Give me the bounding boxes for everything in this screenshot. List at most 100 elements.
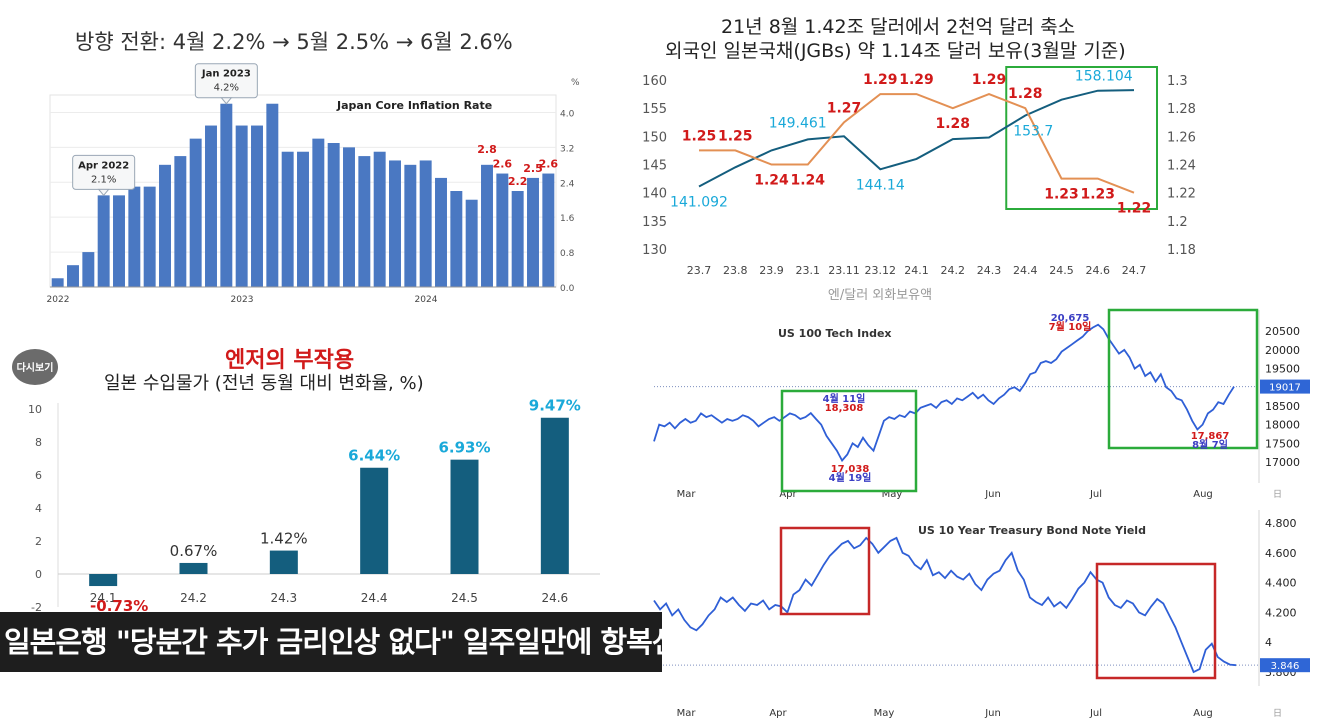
inflation-bar [174,156,187,287]
inflation-y-tick: 0.0 [560,284,575,294]
jgb-yen-label: 153.7 [1013,123,1053,139]
bond-x-tick: May [874,708,895,719]
jgb-x-tick: 24.5 [1049,264,1074,277]
import-x-tick: 24.3 [270,591,297,605]
bond-last-value-badge [1260,658,1310,673]
jgb-reserve-label: 1.24 [790,173,825,189]
inflation-bar [297,151,309,287]
inflation-callout-pointer [220,97,233,105]
import-x-tick: 24.5 [451,591,478,605]
inflation-bar [343,147,355,287]
nasdaq-x-tick: Apr [779,489,797,500]
inflation-bar [511,191,524,287]
inflation-bar [435,177,447,287]
jgb-left-tick: 135 [642,215,667,230]
bond-last-value: 3.846 [1271,661,1300,672]
jgb-left-tick: 130 [642,243,667,258]
import-value-label: 0.67% [170,542,218,560]
jgb-yen-label: 149.461 [769,115,827,131]
inflation-y-tick: 4.0 [560,109,575,119]
jgb-left-tick: 145 [642,159,667,174]
jgb-title-line-1: 21년 8월 1.42조 달러에서 2천억 달러 축소 [721,16,1076,38]
import-panel: 엔저의 부작용 일본 수입물가 (전년 동월 대비 변화율, %) -2 0 2 4 6… [0,305,610,615]
jgb-title-line-2: 외국인 일본국채(JGBs) 약 1.14조 달러 보유(3월말 기준) [665,40,1126,62]
import-bar [269,550,298,574]
nasdaq-annotation-line: 4월 19일 [829,471,872,484]
inflation-callout-value: 4.2% [214,83,239,94]
jgb-x-tick: 24.2 [941,264,966,277]
bond-corner-label: 日 [1273,708,1282,719]
jgb-left-tick: 140 [642,187,667,202]
inflation-bar [189,138,202,287]
nasdaq-y-tick: 17500 [1265,437,1300,450]
inflation-bar [128,186,141,287]
import-y-tick: 10 [28,403,42,416]
inflation-bar [266,103,279,288]
bond-x-tick: Jul [1089,708,1102,719]
bond-y-tick: 4.800 [1265,517,1297,530]
jgb-legend-text: 엔/달러 외화보유액 [828,288,932,303]
jgb-right-tick: 1.2 [1167,215,1188,230]
nasdaq-last-value: 19017 [1269,383,1301,394]
inflation-header: 방향 전환: 4월 2.2% → 5월 2.5% → 6월 2.6% [75,30,513,54]
nasdaq-x-tick: Aug [1193,489,1213,500]
jgb-x-tick: 24.1 [904,264,929,277]
inflation-value-label: 2.2 [508,175,528,188]
bond-y-tick: 4.600 [1265,547,1297,560]
jgb-right-tick: 1.24 [1167,159,1196,174]
inflation-bar [67,265,79,287]
nasdaq-x-tick: May [882,489,903,500]
import-y-tick: 8 [35,436,42,449]
jgb-reserve-label: 1.28 [1008,86,1043,102]
inflation-chart-title: Japan Core Inflation Rate [336,99,492,112]
jgb-reserve-label: 1.23 [1044,187,1079,203]
nasdaq-y-tick: 20000 [1265,344,1300,357]
jgb-chart: 130 135 140 145 150 155 160 1.18 1.2 1.22 1.24 1.26… [642,66,1196,303]
headline-banner: 일본은행 "당분간 추가 금리인상 없다" 일주일만에 항복선언 [0,612,662,672]
inflation-bar [373,151,386,287]
jgb-x-tick: 23.12 [865,264,897,277]
inflation-value-label: 2.6 [539,158,559,171]
jgb-x-tick: 24.4 [1013,264,1038,277]
inflation-bar [220,103,233,288]
jgb-reserve-line [699,93,1135,194]
jgb-reserve-label: 1.29 [972,72,1007,88]
jgb-right-tick: 1.18 [1167,243,1196,258]
jgb-reserve-label: 1.27 [827,100,862,116]
jgb-x-tick: 24.3 [977,264,1002,277]
nasdaq-x-tick: Jun [984,489,1001,500]
nasdaq-y-tick: 19500 [1265,363,1300,376]
jgb-reserve-label: 1.23 [1080,187,1115,203]
nasdaq-annotation-line: 17,867 [1191,431,1230,442]
bond-y-tick: 4 [1265,636,1272,649]
import-x-tick: 24.2 [180,591,207,605]
inflation-bar [97,195,110,287]
bond-y-tick: 4.200 [1265,606,1297,619]
nasdaq-series-line [653,323,1235,463]
inflation-bar [281,151,294,287]
jgb-right-tick: 1.3 [1167,74,1188,89]
nasdaq-annotation-line: 20,675 [1051,313,1090,324]
import-header: 일본 수입물가 (전년 동월 대비 변화율, %) [104,373,424,394]
jgb-reserve-label: 1.24 [754,173,789,189]
bond-x-tick: Apr [769,708,787,719]
jgb-right-tick: 1.26 [1167,130,1196,145]
inflation-value-label: 2.8 [477,143,497,156]
inflation-x-tick: 2022 [47,295,70,305]
inflation-callout-title: Apr 2022 [78,160,129,171]
import-value-label: 1.42% [260,530,308,548]
jgb-reserve-label: 1.28 [935,116,970,132]
nasdaq-panel: 1700017500180001850019000195002000020500… [648,300,1327,510]
import-value-label: 6.44% [348,447,400,465]
inflation-bar [542,173,555,287]
jgb-right-tick: 1.22 [1167,187,1196,202]
jgb-x-tick: 24.6 [1086,264,1111,277]
inflation-value-label: 2.6 [493,158,513,171]
bond-chart-title: US 10 Year Treasury Bond Note Yield [918,524,1146,537]
inflation-bar [251,125,263,287]
nasdaq-annotation-line: 4월 11일 [823,392,866,405]
nasdaq-annotation-line: 7월 10일 [1049,320,1092,333]
nasdaq-highlight-box-april [780,389,918,493]
inflation-y-tick: 0.8 [560,249,575,259]
import-x-tick: 24.4 [361,591,388,605]
